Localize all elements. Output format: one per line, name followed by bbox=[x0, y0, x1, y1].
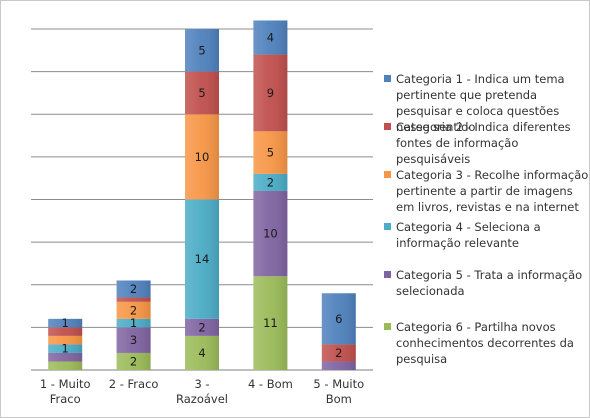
bar-segment-shade bbox=[321, 293, 356, 345]
category-label: 5 - Muito bbox=[313, 377, 364, 391]
category-label: Razoável bbox=[176, 392, 228, 406]
data-label: 2 bbox=[130, 282, 137, 296]
legend-label-categoria-3: Categoria 3 - Recolhe informação pertine… bbox=[396, 168, 589, 214]
bar-segment-shade bbox=[321, 361, 356, 370]
bar-segment-shade bbox=[321, 344, 356, 362]
data-label: 5 bbox=[267, 146, 274, 160]
data-label: 9 bbox=[267, 86, 274, 100]
data-label: 5 bbox=[198, 86, 205, 100]
data-label: 2 bbox=[267, 175, 274, 189]
legend-swatch-categoria-1 bbox=[384, 75, 391, 82]
data-label: 5 bbox=[198, 43, 205, 57]
legend-label-categoria-2: Categoria 2 - Indica diferentes fontes d… bbox=[396, 120, 571, 166]
category-label: 3 - bbox=[194, 377, 209, 391]
data-label: 2 bbox=[130, 303, 137, 317]
category-label: 2 - Fraco bbox=[109, 377, 159, 391]
legend-item-categoria-4: Categoria 4 - Seleciona a informação rel… bbox=[384, 219, 589, 267]
data-label: 11 bbox=[263, 316, 278, 330]
bar-segment-shade bbox=[116, 280, 151, 298]
bar-segment-shade bbox=[185, 114, 219, 200]
bar-segment-shade bbox=[116, 352, 151, 370]
legend-item-categoria-5: Categoria 5 - Trata a informação selecio… bbox=[384, 267, 589, 319]
legend-swatch-categoria-2 bbox=[384, 123, 391, 130]
bar-segment-shade bbox=[253, 173, 288, 191]
bar-segment-shade bbox=[185, 29, 219, 72]
data-label: 10 bbox=[263, 227, 278, 241]
bars-layer bbox=[48, 20, 356, 370]
category-label: Bom bbox=[326, 392, 352, 406]
data-label: 6 bbox=[335, 312, 342, 326]
legend-item-categoria-3: Categoria 3 - Recolhe informação pertine… bbox=[384, 167, 589, 219]
data-label: 2 bbox=[335, 346, 342, 360]
bar-segment-shade bbox=[116, 301, 151, 319]
data-label: 4 bbox=[198, 346, 205, 360]
legend-swatch-categoria-6 bbox=[384, 323, 391, 330]
bar-segment-shade bbox=[253, 131, 288, 174]
category-label: Fraco bbox=[50, 392, 81, 406]
bar-segment-shade bbox=[116, 327, 151, 353]
bar-segment-shade bbox=[253, 20, 288, 55]
bar-segment-shade bbox=[48, 327, 83, 336]
data-label: 4 bbox=[267, 31, 274, 45]
legend: Categoria 1 - Indica um tema pertinente … bbox=[384, 71, 589, 367]
data-label: 1 bbox=[130, 316, 137, 330]
bar-segment-shade bbox=[185, 71, 219, 115]
category-label: 1 - Muito bbox=[40, 377, 91, 391]
legend-swatch-categoria-4 bbox=[384, 223, 391, 230]
data-label: 10 bbox=[195, 150, 210, 164]
legend-label-categoria-6: Categoria 6 - Partilha novos conheciment… bbox=[396, 320, 574, 366]
data-label: 14 bbox=[195, 252, 210, 266]
bar-segment-shade bbox=[48, 335, 83, 345]
legend-item-categoria-6: Categoria 6 - Partilha novos conheciment… bbox=[384, 319, 589, 367]
legend-item-categoria-1: Categoria 1 - Indica um tema pertinente … bbox=[384, 71, 589, 134]
bar-segment-shade bbox=[253, 54, 288, 132]
bar-segment-shade bbox=[116, 297, 151, 302]
bar-segment-shade bbox=[185, 199, 219, 319]
data-label: 2 bbox=[130, 354, 137, 368]
legend-label-categoria-4: Categoria 4 - Seleciona a informação rel… bbox=[396, 220, 541, 250]
bar-segment-shade bbox=[185, 335, 219, 370]
legend-swatch-categoria-5 bbox=[384, 271, 391, 278]
legend-item-categoria-2: Categoria 2 - Indica diferentes fontes d… bbox=[384, 119, 589, 167]
bar-segment-shade bbox=[48, 344, 83, 353]
bar-segment-shade bbox=[48, 352, 83, 362]
data-label: 1 bbox=[62, 316, 69, 330]
data-label: 3 bbox=[130, 333, 137, 347]
category-label: 4 - Bom bbox=[248, 377, 293, 391]
legend-label-categoria-5: Categoria 5 - Trata a informação selecio… bbox=[396, 268, 583, 298]
bar-segment-shade bbox=[185, 318, 219, 336]
legend-swatch-categoria-3 bbox=[384, 171, 391, 178]
bar-segment-shade bbox=[116, 318, 151, 328]
legend-label-categoria-1: Categoria 1 - Indica um tema pertinente … bbox=[396, 72, 565, 134]
bar-segment-shade bbox=[48, 318, 83, 328]
bar-segment-shade bbox=[253, 276, 288, 370]
bar-segment-shade bbox=[253, 190, 288, 277]
bar-segment-shade bbox=[48, 361, 83, 370]
data-label: 1 bbox=[62, 342, 69, 356]
data-label: 2 bbox=[198, 320, 205, 334]
